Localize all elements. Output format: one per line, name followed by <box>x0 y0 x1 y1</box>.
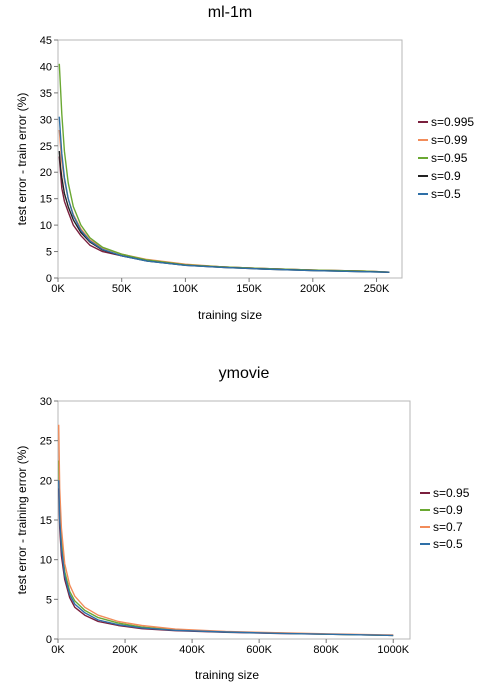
x-tick-label: 200K <box>112 644 138 656</box>
x-tick-label: 50K <box>112 283 132 295</box>
y-tick-label: 15 <box>40 194 52 206</box>
y-tick-label: 40 <box>40 61 52 73</box>
legend-label: s=0.5 <box>433 537 463 551</box>
y-tick-label: 5 <box>46 247 52 259</box>
x-tick-labels: 0K 200K 400K 600K 800K 1000K <box>51 639 410 656</box>
x-tick-label: 250K <box>364 283 390 295</box>
legend-label: s=0.995 <box>431 115 474 129</box>
legend: s=0.995 s=0.99 s=0.95 s=0.9 s=0.5 <box>418 115 474 201</box>
y-tick-label: 30 <box>40 396 52 408</box>
x-tick-label: 400K <box>179 644 205 656</box>
legend-label: s=0.5 <box>431 187 461 201</box>
x-tick-label: 200K <box>300 283 326 295</box>
y-axis-label: test error - train error (%) <box>15 93 29 226</box>
x-tick-label: 1000K <box>377 644 409 656</box>
y-tick-label: 10 <box>40 555 52 567</box>
y-tick-label: 20 <box>40 475 52 487</box>
legend-label: s=0.95 <box>433 486 470 500</box>
y-axis-label: test error - training error (%) <box>15 446 29 595</box>
x-tick-label: 800K <box>313 644 339 656</box>
chart-title: ml-1m <box>208 4 252 21</box>
y-tick-label: 5 <box>46 594 52 606</box>
y-tick-label: 15 <box>40 515 52 527</box>
y-tick-label: 45 <box>40 35 52 47</box>
x-axis-label: training size <box>198 308 262 322</box>
x-tick-label: 0K <box>51 644 65 656</box>
plot-frame <box>58 40 402 278</box>
chart-title: ymovie <box>219 365 270 382</box>
legend-label: s=0.95 <box>431 151 468 165</box>
legend: s=0.95 s=0.9 s=0.7 s=0.5 <box>420 486 470 551</box>
legend-label: s=0.9 <box>431 169 461 183</box>
y-tick-label: 10 <box>40 220 52 232</box>
y-tick-label: 25 <box>40 436 52 448</box>
x-axis-label: training size <box>195 668 259 682</box>
y-tick-label: 20 <box>40 167 52 179</box>
x-tick-label: 150K <box>236 283 262 295</box>
plot-frame <box>58 401 410 639</box>
legend-label: s=0.7 <box>433 520 463 534</box>
y-tick-label: 25 <box>40 141 52 153</box>
legend-label: s=0.9 <box>433 503 463 517</box>
x-tick-label: 100K <box>173 283 199 295</box>
legend-label: s=0.99 <box>431 133 468 147</box>
y-tick-label: 30 <box>40 114 52 126</box>
x-tick-label: 0K <box>51 283 65 295</box>
x-tick-labels: 0K 50K 100K 150K 200K 250K <box>51 278 390 295</box>
y-tick-label: 35 <box>40 88 52 100</box>
x-tick-label: 600K <box>246 644 272 656</box>
